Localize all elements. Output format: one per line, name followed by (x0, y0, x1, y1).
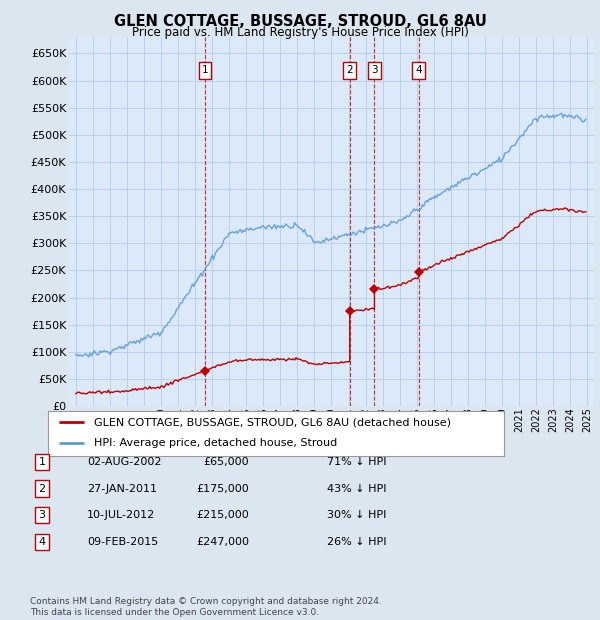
Text: 3: 3 (38, 510, 46, 520)
Text: 71% ↓ HPI: 71% ↓ HPI (327, 457, 386, 467)
Text: 3: 3 (371, 65, 378, 76)
Text: Price paid vs. HM Land Registry's House Price Index (HPI): Price paid vs. HM Land Registry's House … (131, 26, 469, 39)
Text: £175,000: £175,000 (196, 484, 249, 494)
Text: £215,000: £215,000 (196, 510, 249, 520)
Text: £65,000: £65,000 (203, 457, 249, 467)
Text: 4: 4 (38, 537, 46, 547)
Text: 1: 1 (38, 457, 46, 467)
Text: £247,000: £247,000 (196, 537, 249, 547)
Text: 43% ↓ HPI: 43% ↓ HPI (327, 484, 386, 494)
Text: 4: 4 (415, 65, 422, 76)
Text: 09-FEB-2015: 09-FEB-2015 (87, 537, 158, 547)
Text: GLEN COTTAGE, BUSSAGE, STROUD, GL6 8AU (detached house): GLEN COTTAGE, BUSSAGE, STROUD, GL6 8AU (… (94, 417, 451, 427)
Text: 2: 2 (346, 65, 353, 76)
Text: 02-AUG-2002: 02-AUG-2002 (87, 457, 161, 467)
Text: 26% ↓ HPI: 26% ↓ HPI (327, 537, 386, 547)
Text: GLEN COTTAGE, BUSSAGE, STROUD, GL6 8AU: GLEN COTTAGE, BUSSAGE, STROUD, GL6 8AU (113, 14, 487, 29)
Text: 27-JAN-2011: 27-JAN-2011 (87, 484, 157, 494)
Text: HPI: Average price, detached house, Stroud: HPI: Average price, detached house, Stro… (94, 438, 337, 448)
Text: 30% ↓ HPI: 30% ↓ HPI (327, 510, 386, 520)
Text: 2: 2 (38, 484, 46, 494)
Text: Contains HM Land Registry data © Crown copyright and database right 2024.
This d: Contains HM Land Registry data © Crown c… (30, 598, 382, 617)
Text: 1: 1 (202, 65, 208, 76)
Text: 10-JUL-2012: 10-JUL-2012 (87, 510, 155, 520)
